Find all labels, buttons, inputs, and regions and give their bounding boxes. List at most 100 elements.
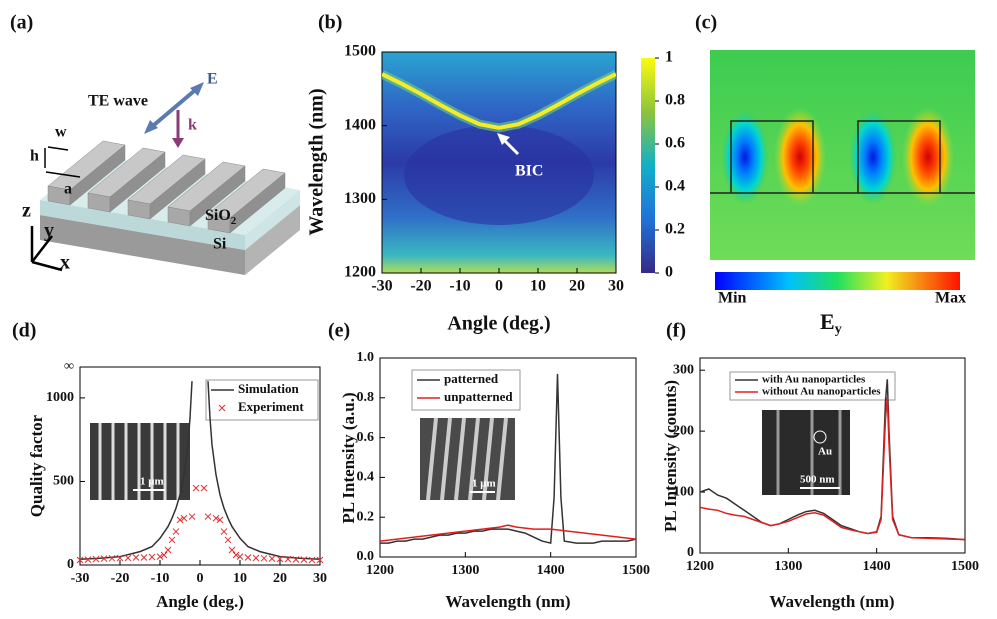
line	[380, 373, 636, 545]
x-tick-label: 1200	[686, 559, 714, 574]
bic-arrow-head	[497, 133, 510, 145]
x-tick-label: -10	[449, 278, 470, 295]
marker	[200, 484, 208, 492]
inset-d: 1 μm	[90, 423, 190, 500]
marker	[160, 551, 168, 559]
marker	[76, 556, 84, 564]
marker	[220, 528, 228, 535]
panel-label: (c)	[695, 12, 717, 34]
colorbar-tick-label: 0.6	[665, 135, 685, 152]
field-text: E	[820, 309, 835, 334]
marker	[92, 555, 100, 563]
marker	[192, 484, 200, 492]
schematic: (a) TE wave E k w h a SiO2 Si z y x	[10, 12, 300, 275]
marker	[188, 513, 196, 520]
w-arrow	[47, 146, 69, 151]
max-label: Max	[935, 290, 966, 307]
e-arrow	[146, 84, 202, 132]
au-circle	[813, 430, 827, 444]
h-label: h	[30, 148, 39, 165]
line	[380, 524, 636, 542]
inset-stripes	[98, 423, 180, 500]
x-label: x	[60, 252, 70, 274]
field-lobe	[774, 107, 826, 207]
heatmap-shade	[404, 125, 594, 225]
marker	[300, 556, 308, 564]
marker	[100, 555, 108, 563]
e-label: E	[207, 71, 218, 88]
marker	[292, 556, 300, 563]
a-label: a	[64, 181, 72, 198]
legend-box	[729, 371, 896, 401]
inset-f: Au 500 nm	[762, 410, 850, 495]
si-label: Si	[213, 236, 227, 253]
marker	[276, 555, 284, 563]
line	[700, 397, 965, 541]
plot-frame	[79, 366, 321, 566]
y-tick-label: 1.0	[357, 350, 375, 365]
annotation: BIC	[515, 163, 543, 180]
y-tick-label: ∞	[64, 359, 74, 374]
y-tick-label: 1500	[344, 43, 376, 60]
x-tick-label: 1300	[451, 563, 479, 578]
axes-icon	[30, 226, 63, 272]
marker	[176, 516, 184, 524]
marker	[116, 554, 124, 562]
legend-box	[411, 369, 521, 411]
a-arrow	[45, 171, 81, 178]
y-tick-label: 0.6	[357, 430, 375, 445]
colorbar-tick-label: 1	[665, 49, 673, 66]
marker	[228, 546, 236, 554]
x-tick-label: 10	[233, 571, 247, 586]
legend-label: patterned	[444, 371, 499, 386]
y-tick-label: 500	[53, 474, 74, 489]
marker	[252, 554, 260, 562]
si-front	[40, 215, 245, 275]
marker	[124, 554, 132, 562]
x-tick-label: 30	[313, 571, 327, 586]
panel-label: (f)	[666, 320, 686, 342]
legend-swatch	[218, 404, 226, 412]
x-tick-label: 1400	[863, 559, 891, 574]
y-tick-label: 300	[673, 362, 694, 377]
y-axis-label: Wavelength (nm)	[306, 88, 328, 235]
e-arrow-head	[144, 120, 158, 134]
x-tick-label: 1500	[951, 559, 979, 574]
colorbar-tick-label: 0	[665, 264, 673, 281]
y-tick-label: 0.2	[357, 509, 375, 524]
x-tick-label: -20	[111, 571, 130, 586]
marker	[148, 553, 156, 561]
y-tick-label: 1000	[46, 390, 74, 405]
marker	[212, 514, 220, 522]
x-tick-label: 1500	[622, 563, 650, 578]
inset-stripes	[776, 410, 842, 495]
y-tick-label: 1400	[344, 116, 376, 133]
plot-frame	[381, 51, 617, 274]
marker	[156, 553, 164, 560]
legend-label: with Au nanoparticles	[762, 374, 866, 386]
sio2-text: SiO	[205, 207, 231, 224]
marker	[172, 528, 180, 535]
x-tick-label: 1400	[537, 563, 565, 578]
marker	[284, 555, 292, 563]
x-tick-label: -20	[410, 278, 431, 295]
marker	[268, 555, 276, 563]
y-tick-label: 0.4	[357, 470, 375, 485]
sio2-sub: 2	[231, 215, 237, 227]
x-tick-label: -10	[151, 571, 170, 586]
plot-frame	[699, 357, 966, 554]
x-axis-label: Wavelength (nm)	[769, 592, 894, 611]
panel-label: (a)	[10, 12, 33, 34]
x-tick-label: 0	[495, 278, 503, 295]
field-label: Ey	[820, 309, 842, 337]
y-tick-label: 0.0	[357, 549, 375, 564]
field-lobe	[849, 109, 897, 205]
field-sub: y	[835, 322, 842, 337]
legend-label: Simulation	[238, 381, 299, 396]
x-tick-label: 20	[273, 571, 287, 586]
marker	[140, 554, 148, 561]
marker	[232, 551, 240, 559]
x-axis-label: Wavelength (nm)	[445, 592, 570, 611]
w-label: w	[55, 124, 67, 141]
